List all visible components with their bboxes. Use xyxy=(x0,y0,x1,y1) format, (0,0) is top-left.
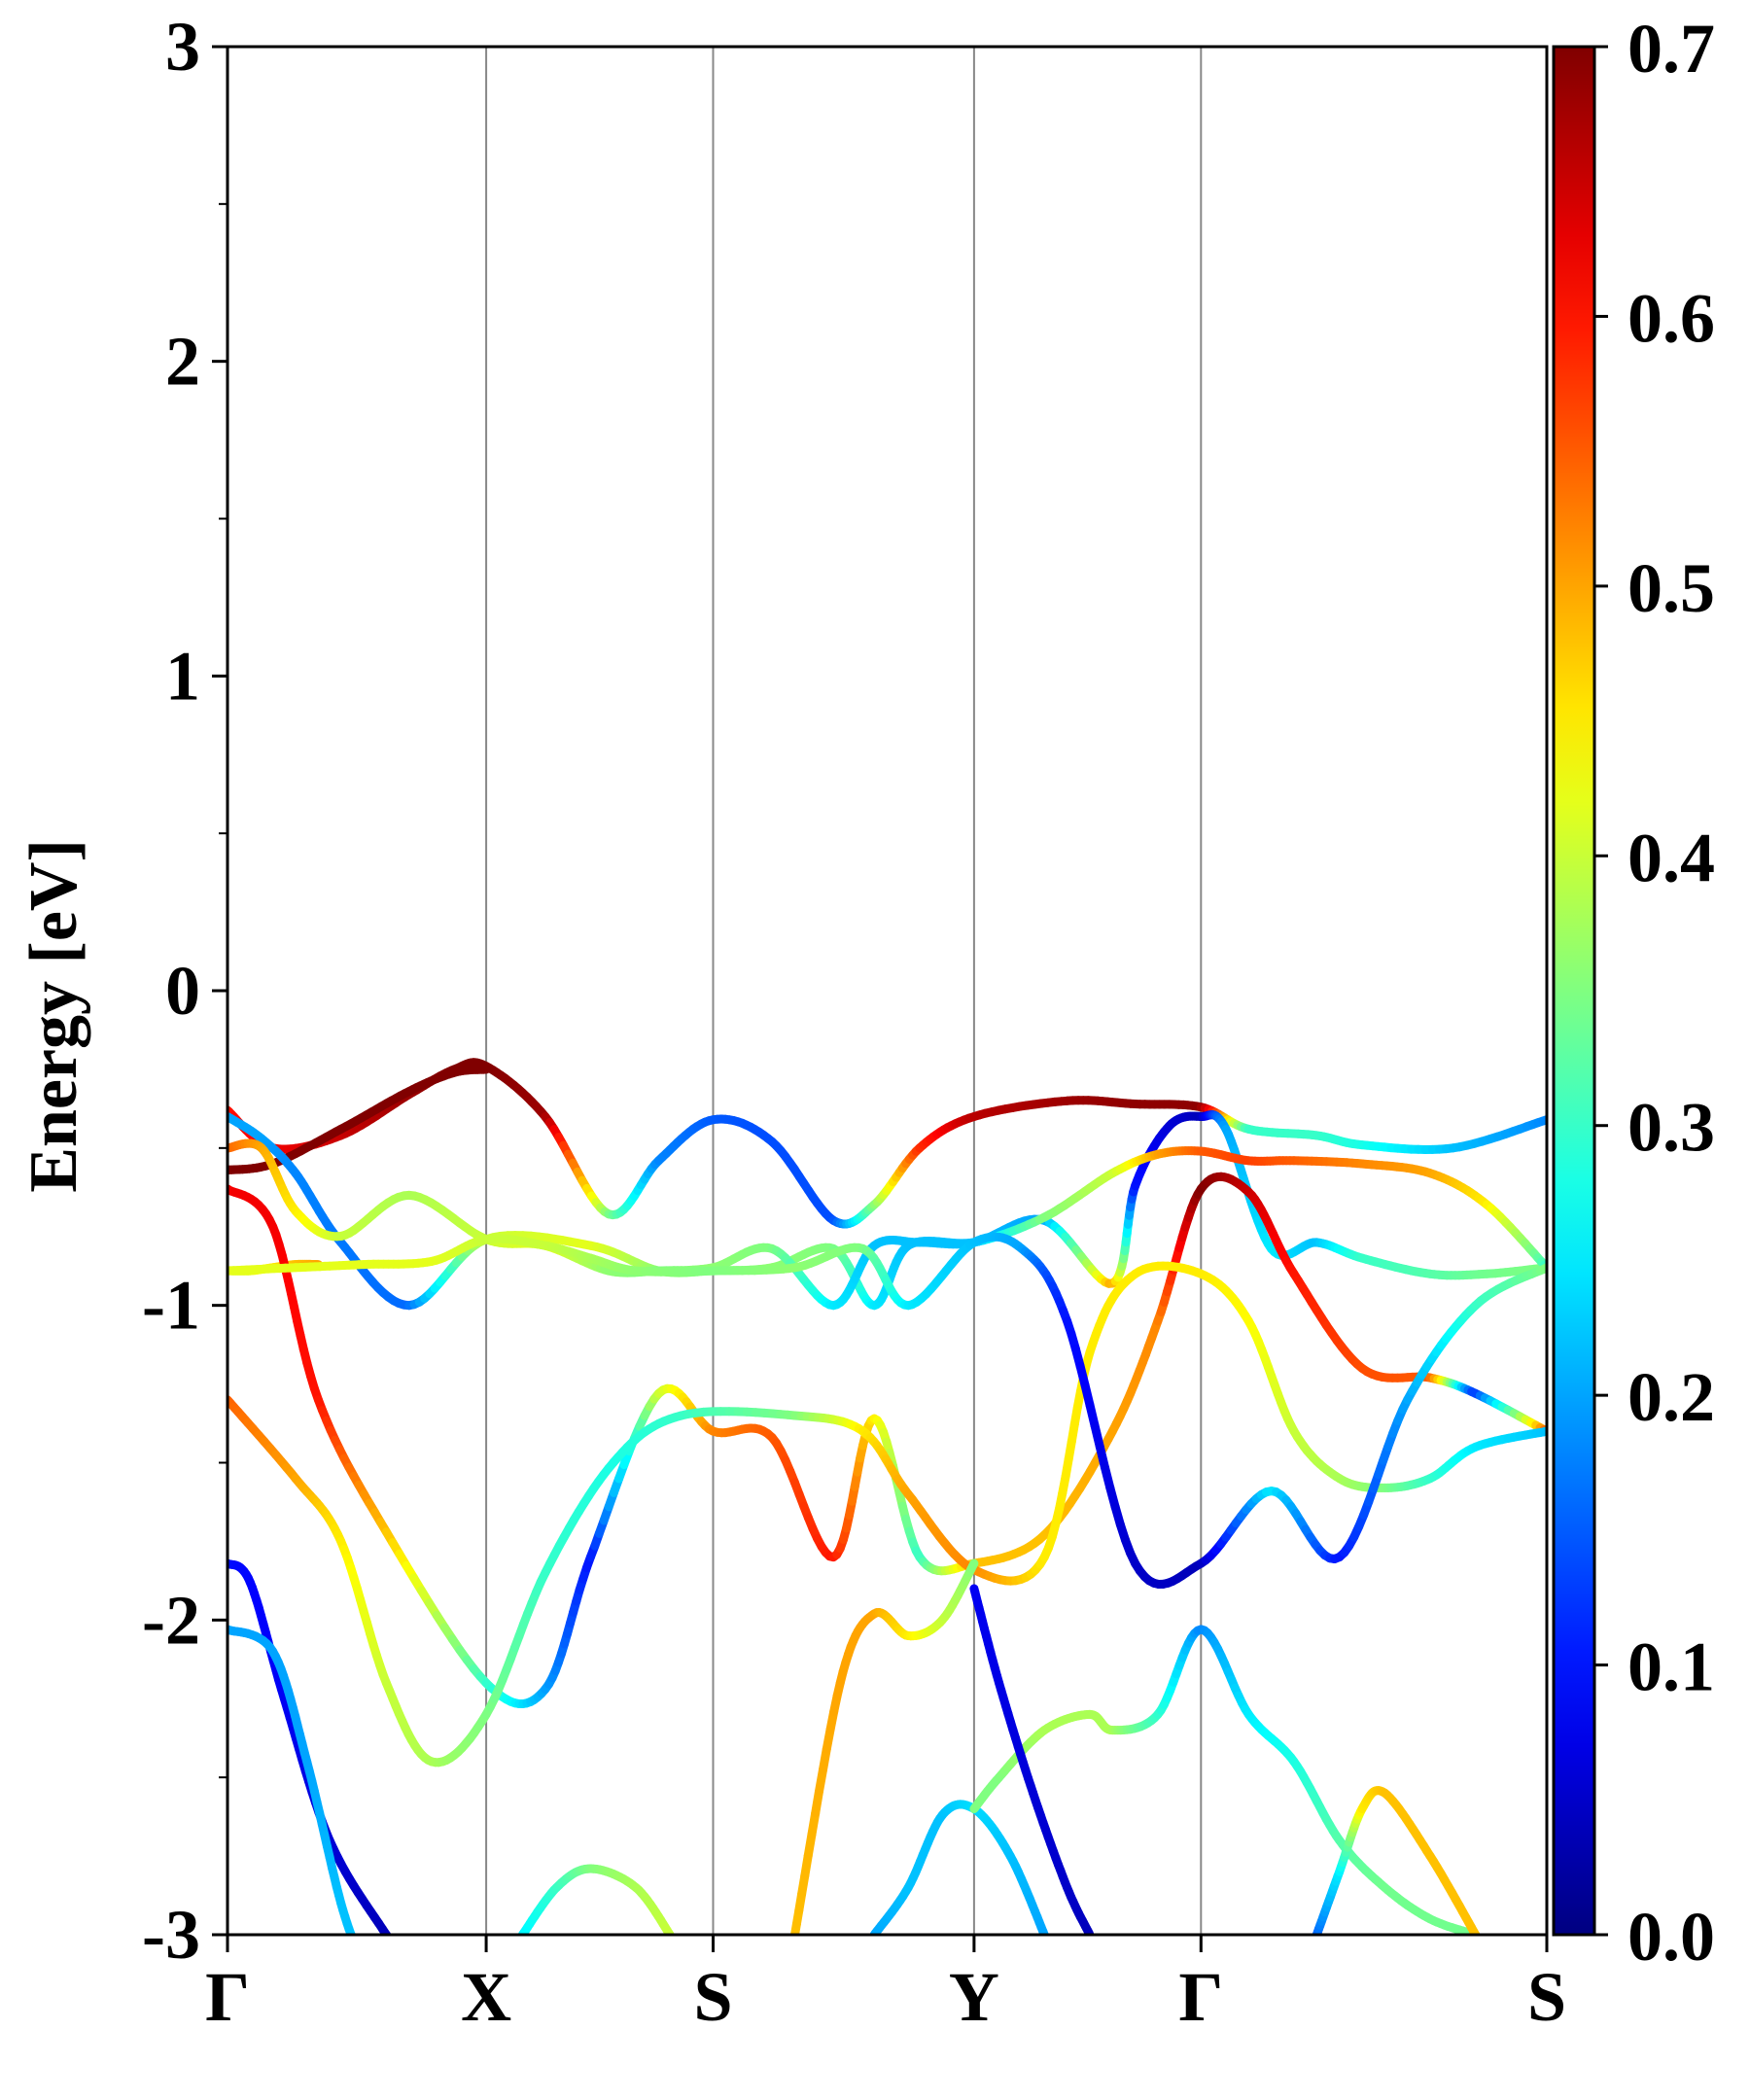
colorbar xyxy=(1552,45,1596,1937)
x-tick-label: Γ xyxy=(205,1958,250,2036)
band-13 xyxy=(969,1625,1481,1935)
colorbar-tick-label: 0.4 xyxy=(1628,819,1715,896)
band-12 xyxy=(869,1800,1049,1935)
y-tick-label: 0 xyxy=(165,952,200,1030)
high-symmetry-gridlines xyxy=(485,47,1203,1935)
colorbar-tick-label: 0.0 xyxy=(1628,1898,1715,1976)
band-segment xyxy=(428,1992,430,1995)
band-lines xyxy=(228,1058,1547,1998)
band-segment xyxy=(361,1958,362,1961)
band-segment xyxy=(416,1977,419,1981)
band-5 xyxy=(228,1172,1547,1708)
band-segment xyxy=(356,1947,358,1951)
x-tick-label: Y xyxy=(949,1958,999,2036)
band-14 xyxy=(969,1584,1095,1935)
band-segment xyxy=(405,1962,409,1967)
band-segment xyxy=(430,1995,432,1998)
band-segment xyxy=(419,1981,422,1985)
colorbar-tick-label: 0.5 xyxy=(1628,549,1715,627)
band-6 xyxy=(228,1261,1547,1768)
x-tick-label: Γ xyxy=(1178,1958,1223,2036)
y-tick-label: 3 xyxy=(165,8,200,86)
band-segment xyxy=(362,1961,363,1964)
band-segment xyxy=(351,1934,354,1935)
band-segment xyxy=(394,1946,398,1952)
colorbar-tick-label: 0.3 xyxy=(1628,1089,1715,1167)
y-axis-ticks: 3 2 1 0 -1 -2 -3 xyxy=(142,8,228,1974)
x-tick-label: S xyxy=(693,1958,732,2036)
band-8 xyxy=(228,1558,432,1998)
band-7 xyxy=(228,1232,1547,1589)
y-tick-label: 2 xyxy=(165,323,200,401)
x-tick-label: S xyxy=(1527,1958,1566,2036)
y-axis-label: Energy [eV] xyxy=(17,839,91,1193)
band-segment xyxy=(425,1989,428,1993)
colorbar-ticks: 0.7 0.6 0.5 0.4 0.3 0.2 0.1 0.0 xyxy=(1594,10,1715,1976)
y-tick-label: -3 xyxy=(142,1896,200,1974)
y-tick-label: 1 xyxy=(165,637,200,715)
x-tick-label: X xyxy=(461,1958,511,2036)
band-segment xyxy=(359,1955,360,1958)
plot-frame xyxy=(226,45,1549,1937)
colorbar-tick-label: 0.6 xyxy=(1628,279,1715,357)
colorbar-tick-label: 0.7 xyxy=(1628,10,1715,88)
band-segment xyxy=(390,1941,394,1946)
band-9 xyxy=(228,1625,364,1967)
y-tick-label: -2 xyxy=(142,1581,200,1659)
band-segment xyxy=(355,1943,357,1947)
band-11 xyxy=(790,1558,979,1935)
band-1 xyxy=(228,1065,491,1174)
colorbar-tick-label: 0.1 xyxy=(1628,1628,1715,1706)
band-segment xyxy=(398,1951,402,1957)
band-segment xyxy=(968,1558,979,1570)
band-segment xyxy=(363,1964,364,1967)
band-segment xyxy=(409,1967,413,1972)
band-segment xyxy=(402,1957,405,1963)
band-segment xyxy=(423,1985,426,1989)
colorbar-tick-label: 0.2 xyxy=(1628,1358,1715,1436)
band-10 xyxy=(517,1864,675,1935)
band-segment xyxy=(358,1951,360,1955)
band-segment xyxy=(412,1972,416,1977)
y-tick-label: -1 xyxy=(142,1267,200,1345)
band-15 xyxy=(1312,1786,1481,1935)
